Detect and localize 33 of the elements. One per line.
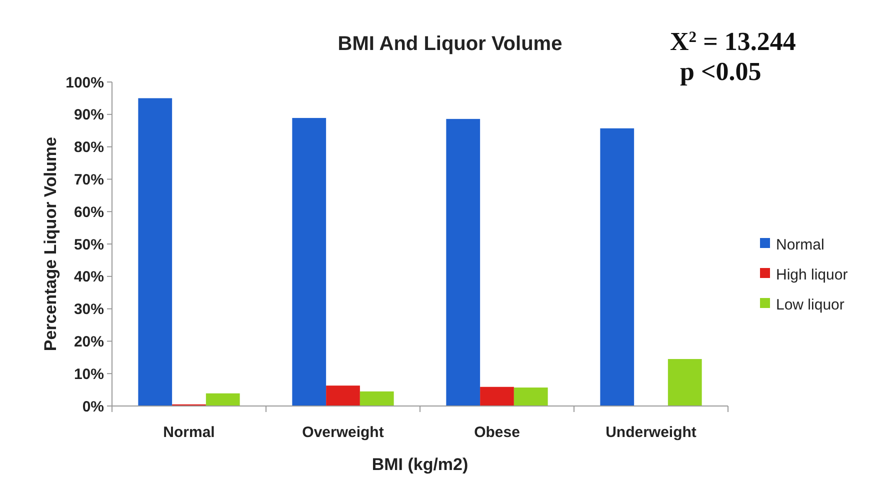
bar [360,391,394,406]
bar [668,359,702,406]
bar [326,386,360,406]
x-tick-label: Underweight [606,424,696,441]
bar [206,393,240,406]
annotation: p <0.05 [680,57,762,86]
y-tick-label: 0% [82,398,104,416]
bar [480,386,514,406]
legend-label: Low liquor [776,296,844,314]
legend-label: Normal [776,236,824,254]
y-tick-label: 80% [74,139,104,156]
x-tick-label: Overweight [302,424,384,441]
bar [514,388,548,406]
bar [600,128,634,406]
y-tick-label: 20% [74,333,104,350]
y-tick-label: 70% [74,171,104,188]
y-tick-label: 50% [74,236,104,254]
y-tick-label: 90% [74,106,104,124]
y-tick-label: 100% [66,74,104,92]
chart-title: BMI And Liquor Volume [338,33,562,55]
x-tick-label: Normal [163,424,215,441]
legend-label: High liquor [776,266,848,284]
y-tick-label: 10% [74,366,104,383]
x-axis-title: BMI (kg/m2) [372,455,468,474]
y-tick-label: 40% [74,268,104,286]
x-tick-label: Obese [474,424,520,441]
bar [138,98,172,406]
bar [446,118,480,406]
text: X$^{2}$ = 13.244 [670,27,796,56]
bar [292,118,326,406]
y-axis-title: Percentage Liquor Volume [41,136,60,352]
y-tick-label: 30% [74,301,104,318]
y-tick-label: 60% [74,204,104,221]
